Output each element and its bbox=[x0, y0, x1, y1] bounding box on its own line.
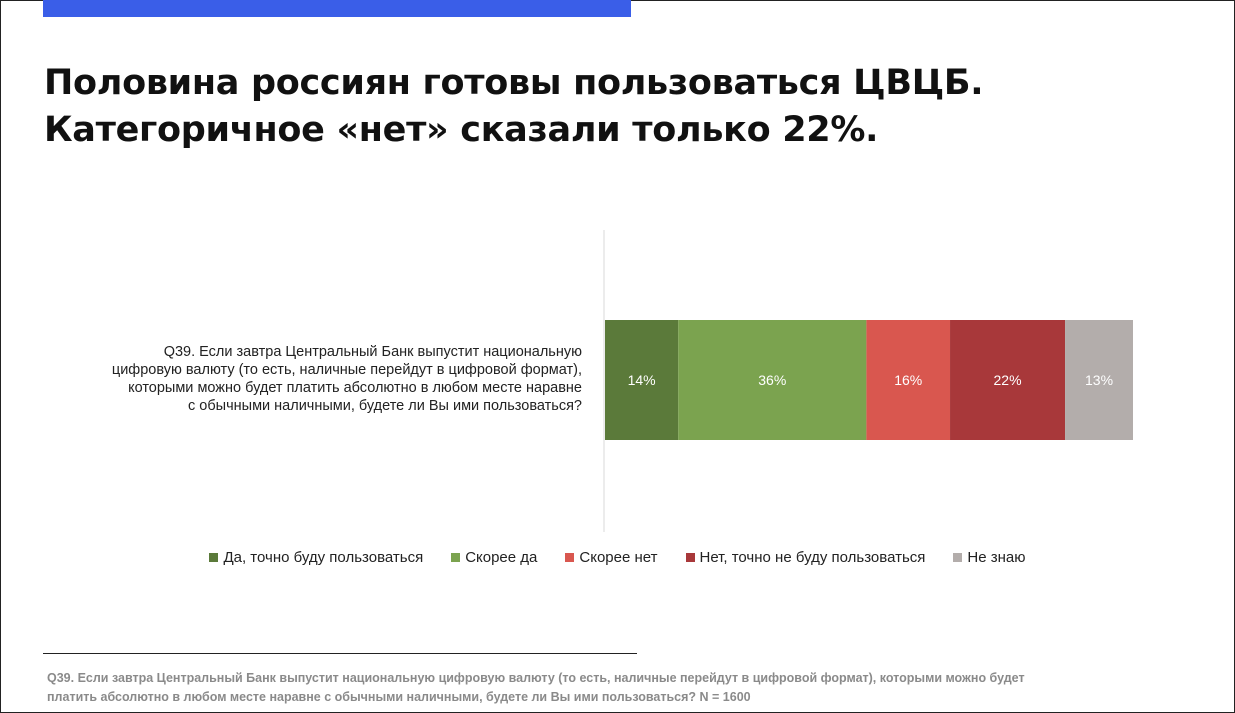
legend-swatch bbox=[565, 553, 575, 562]
legend-label: Скорее да bbox=[465, 549, 538, 566]
data-label-5: 13% bbox=[1085, 372, 1113, 388]
bar-segment-4 bbox=[950, 320, 1066, 440]
bar-segment-3 bbox=[866, 320, 951, 440]
legend-swatch bbox=[953, 553, 963, 562]
legend-swatch bbox=[685, 553, 695, 562]
legend-item-3: Скорее нет bbox=[565, 549, 658, 566]
legend-label: Скорее нет bbox=[579, 549, 658, 566]
bar-segment-2 bbox=[678, 320, 867, 440]
legend-item-2: Скорее да bbox=[451, 549, 537, 566]
bar-group: 14% 36% 16% 22% 13% bbox=[605, 320, 1133, 440]
question-line: которыми можно будет платить абсолютно в… bbox=[128, 380, 582, 396]
data-label-4: 22% bbox=[994, 372, 1022, 388]
bar-segment-1 bbox=[605, 320, 679, 440]
question-label: Q39. Если завтра Центральный Банк выпуст… bbox=[40, 343, 582, 415]
slide-title: Половина россиян готовы пользоваться ЦВЦ… bbox=[44, 60, 1194, 154]
footnote-line: платить абсолютно в любом месте наравне … bbox=[47, 690, 751, 704]
data-label-2: 36% bbox=[758, 372, 786, 388]
bar-segment-5 bbox=[1065, 320, 1133, 440]
legend: Да, точно буду пользоваться Скорее да Скор… bbox=[0, 549, 1235, 566]
title-line-2: Категоричное «нет» сказали только 22%. bbox=[44, 110, 879, 150]
footnote: Q39. Если завтра Центральный Банк выпуст… bbox=[47, 669, 1197, 707]
data-label-1: 14% bbox=[628, 372, 656, 388]
legend-label: Нет, точно не буду пользоваться bbox=[699, 549, 926, 566]
data-label-3: 16% bbox=[894, 372, 922, 388]
legend-swatch bbox=[209, 553, 219, 562]
question-line: цифровую валюту (то есть, наличные перей… bbox=[111, 362, 582, 378]
footnote-divider bbox=[43, 653, 637, 654]
legend-swatch bbox=[451, 553, 461, 562]
title-line-1: Половина россиян готовы пользоваться ЦВЦ… bbox=[44, 63, 984, 103]
legend-label: Да, точно буду пользоваться bbox=[223, 549, 424, 566]
accent-bar bbox=[43, 0, 631, 17]
question-line: с обычными наличными, будете ли Вы ими п… bbox=[188, 398, 582, 414]
legend-item-1: Да, точно буду пользоваться bbox=[209, 549, 423, 566]
legend-item-4: Нет, точно не буду пользоваться bbox=[685, 549, 926, 566]
footnote-line: Q39. Если завтра Центральный Банк выпуст… bbox=[47, 671, 1025, 685]
legend-label: Не знаю bbox=[967, 549, 1026, 566]
question-line: Q39. Если завтра Центральный Банк выпуст… bbox=[163, 344, 582, 360]
legend-item-5: Не знаю bbox=[953, 549, 1026, 566]
